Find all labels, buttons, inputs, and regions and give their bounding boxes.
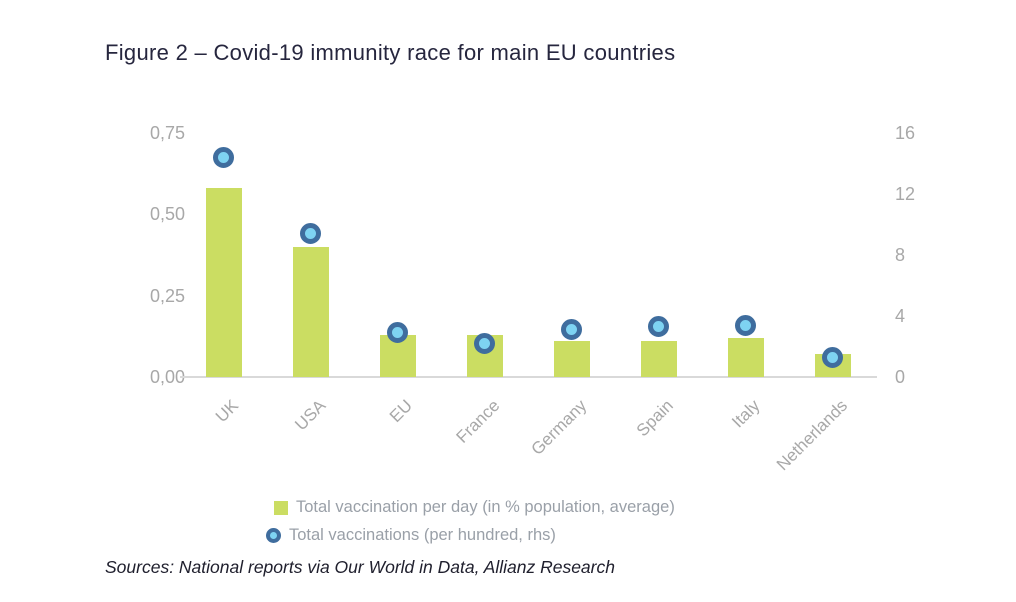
legend-row-bars: Total vaccination per day (in % populati… (274, 498, 675, 517)
scatter-dot-germany (561, 319, 582, 341)
x-axis-baseline (180, 376, 877, 378)
right-axis-tick-label: 0 (895, 367, 906, 387)
x-axis-label-france: France (452, 396, 503, 447)
scatter-dot-netherlands (822, 346, 843, 368)
bar-italy (727, 338, 764, 377)
legend-row-dots: Total vaccinations (per hundred, rhs) (266, 526, 556, 545)
right-axis-tick-label: 8 (895, 245, 906, 265)
right-axis-tick-label: 4 (895, 306, 906, 326)
scatter-dot-usa (300, 223, 321, 245)
x-axis-label-italy: Italy (728, 396, 764, 432)
x-axis-label-germany: Germany (527, 396, 590, 459)
scatter-dot-spain (648, 316, 669, 338)
right-axis-tick-label: 16 (895, 123, 916, 143)
left-axis-tick-label: 0,50 (149, 204, 185, 225)
x-axis-label-spain: Spain (632, 396, 677, 441)
bar-spain (640, 341, 677, 377)
x-axis-label-eu: EU (385, 396, 416, 427)
scatter-dot-italy (735, 314, 756, 336)
bar-series-swatch (274, 500, 288, 515)
x-axis-label-uk: UK (211, 396, 242, 427)
left-axis-tick-label: 0,75 (149, 123, 185, 143)
dot-series-swatch (266, 528, 281, 543)
right-axis-tick-label: 12 (895, 184, 916, 204)
left-axis-tick-label: 0,25 (149, 285, 185, 306)
dot-series-label: Total vaccinations (per hundred, rhs) (289, 526, 556, 544)
bar-usa (292, 247, 329, 377)
sources-note: Sources: National reports via Our World … (105, 557, 615, 577)
scatter-dot-uk (213, 146, 234, 168)
bar-germany (553, 341, 590, 377)
scatter-dot-france (474, 332, 495, 354)
left-axis-tick-label: 0,00 (149, 367, 185, 387)
bar-series-label: Total vaccination per day (in % populati… (296, 498, 675, 516)
bar-uk (205, 188, 242, 377)
x-axis-label-usa: USA (290, 396, 329, 435)
x-axis-label-netherlands: Netherlands (772, 396, 851, 475)
scatter-dot-eu (387, 322, 408, 344)
figure-title: Figure 2 – Covid-19 immunity race for ma… (105, 40, 676, 65)
